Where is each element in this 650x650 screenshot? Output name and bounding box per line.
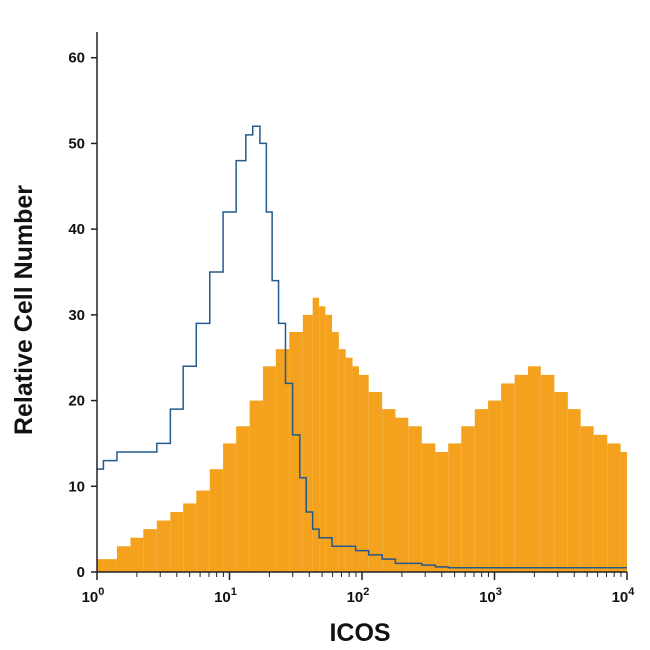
filled-histogram-bin: [338, 349, 346, 572]
filled-histogram-bin: [461, 426, 475, 572]
x-axis-title: ICOS: [329, 619, 390, 647]
filled-histogram-bin: [620, 452, 627, 572]
filled-histogram-bin: [501, 383, 515, 572]
y-tick-label: 40: [68, 221, 85, 238]
filled-histogram-bin: [593, 434, 608, 572]
filled-histogram-bin: [421, 443, 436, 572]
filled-histogram-bin: [325, 314, 333, 572]
filled-histogram-bin: [275, 349, 290, 572]
filled-histogram-bin: [345, 357, 353, 572]
outline-histogram-line: [97, 125, 627, 569]
filled-histogram-bin: [156, 520, 171, 572]
filled-histogram-bin: [319, 306, 326, 572]
filled-histogram-bin: [540, 374, 555, 572]
y-tick-label: 0: [77, 564, 85, 581]
filled-histogram-bin: [312, 297, 320, 572]
y-ticks: 0 10 20 30 40 50 60: [68, 50, 97, 581]
x-tick-label: 102: [347, 586, 370, 606]
filled-histogram-bin: [567, 409, 581, 572]
x-ticks: 100 101 102 103 104: [82, 572, 636, 606]
x-tick-label: 101: [214, 586, 237, 606]
filled-histogram-bin: [302, 314, 313, 572]
y-tick-label: 30: [68, 307, 85, 324]
filled-histogram-bin: [130, 537, 144, 572]
filled-histogram-bin: [408, 426, 422, 572]
filled-histogram-bin: [448, 443, 462, 572]
filled-histogram-bin: [527, 366, 541, 572]
x-tick-label: 103: [479, 586, 502, 606]
x-tick-label: 104: [612, 586, 636, 606]
filled-histogram-bin: [116, 546, 131, 572]
filled-histogram-bin: [196, 490, 210, 572]
filled-histogram-bin: [289, 332, 303, 572]
filled-histogram-bin: [236, 426, 250, 572]
y-tick-label: 10: [68, 478, 85, 495]
filled-histogram-bin: [474, 409, 489, 572]
filled-histogram-bin: [97, 559, 104, 572]
filled-histogram-bin: [103, 559, 117, 572]
filled-histogram-bin: [352, 366, 359, 572]
filled-histogram-bin: [358, 374, 369, 572]
y-tick-label: 60: [68, 50, 85, 67]
y-tick-label: 20: [68, 393, 85, 410]
filled-histogram-bin: [262, 366, 276, 572]
filled-histogram-bin: [249, 400, 263, 572]
filled-histogram-bin: [368, 392, 383, 572]
x-tick-label: 100: [82, 586, 105, 606]
filled-histogram-bin: [554, 392, 568, 572]
y-tick-label: 50: [68, 135, 85, 152]
filled-histogram-bin: [514, 374, 528, 572]
filled-histogram-bin: [435, 452, 449, 572]
y-axis-title: Relative Cell Number: [10, 185, 38, 435]
filled-histogram-bin: [382, 409, 396, 572]
filled-histogram-bin: [332, 332, 339, 572]
series-layer: [97, 125, 627, 572]
filled-histogram-bin: [607, 443, 621, 572]
filled-histogram-bin: [209, 469, 224, 572]
filled-histogram-bin: [143, 529, 157, 572]
filled-histogram-bin: [223, 443, 237, 572]
filled-histogram-bin: [183, 503, 197, 572]
filled-histogram-bin: [170, 512, 184, 572]
filled-histogram-bin: [580, 426, 594, 572]
filled-histogram-bin: [395, 417, 409, 572]
filled-histogram-bin: [488, 400, 502, 572]
